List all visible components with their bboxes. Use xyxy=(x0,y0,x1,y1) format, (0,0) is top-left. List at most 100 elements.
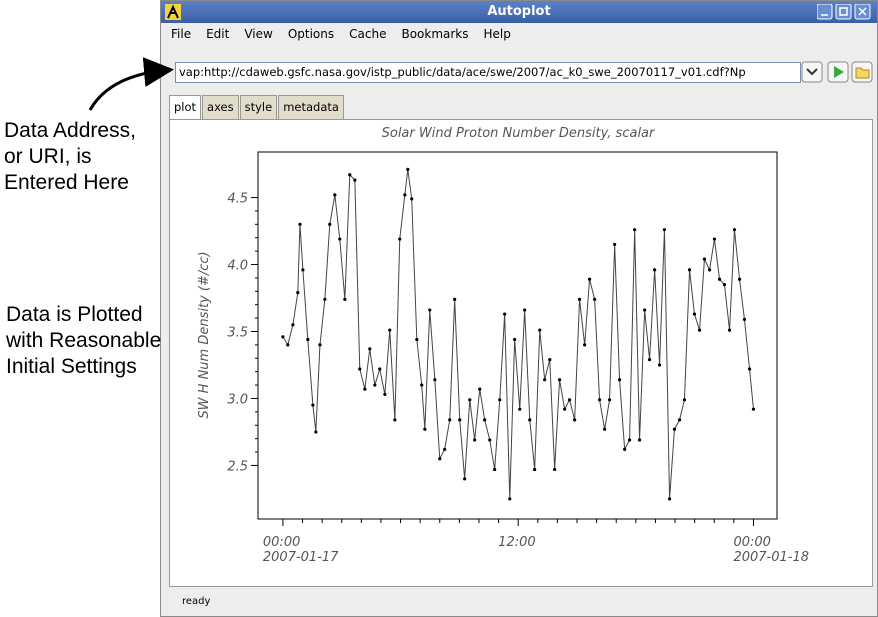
status-bar: ready xyxy=(182,596,211,607)
data-point xyxy=(281,335,285,339)
data-point xyxy=(538,328,542,332)
data-point xyxy=(528,418,532,422)
data-point xyxy=(503,312,507,316)
data-point xyxy=(378,367,382,371)
data-point xyxy=(406,167,410,172)
window-title: Autoplot xyxy=(487,4,551,19)
data-point xyxy=(732,228,737,232)
data-point xyxy=(323,297,327,301)
data-point xyxy=(508,497,512,501)
y-tick-label: 3.0 xyxy=(227,392,248,407)
uri-buttons[interactable] xyxy=(801,61,873,83)
data-point xyxy=(291,323,295,327)
tab[interactable]: metadata xyxy=(278,95,344,119)
annotation-line: with Reasonable xyxy=(6,329,162,352)
data-point xyxy=(353,178,357,182)
chart-title: Solar Wind Proton Number Density, scalar xyxy=(382,126,656,141)
y-tick-label: 3.5 xyxy=(227,325,248,340)
data-point xyxy=(742,317,747,322)
data-point xyxy=(712,237,717,241)
data-line xyxy=(282,169,754,499)
data-point xyxy=(587,277,592,281)
data-point xyxy=(358,367,362,371)
data-point xyxy=(518,407,522,411)
x-tick-label: 12:00 xyxy=(498,535,535,550)
tab[interactable]: style xyxy=(239,95,278,119)
data-point xyxy=(458,418,462,422)
x-tick-label: 00:00 xyxy=(263,535,300,550)
menu-item[interactable]: File xyxy=(171,27,192,41)
data-point xyxy=(737,277,742,281)
tab[interactable]: axes xyxy=(202,95,239,119)
data-point xyxy=(557,378,562,382)
data-point xyxy=(301,268,305,272)
data-point xyxy=(473,438,477,442)
y-tick-label: 4.5 xyxy=(227,192,248,207)
data-point xyxy=(410,197,414,201)
data-point xyxy=(428,308,432,312)
menu-item[interactable]: Edit xyxy=(206,27,230,41)
data-point xyxy=(702,257,707,261)
data-point xyxy=(647,358,652,362)
data-point xyxy=(657,363,662,367)
menu-item[interactable]: Cache xyxy=(349,27,387,41)
data-point xyxy=(523,308,527,312)
data-point xyxy=(583,343,587,347)
data-point xyxy=(328,222,332,226)
window-controls[interactable] xyxy=(817,4,873,20)
data-point xyxy=(563,407,567,411)
data-point xyxy=(373,383,377,387)
data-point xyxy=(286,343,290,347)
data-point xyxy=(388,328,392,332)
data-point xyxy=(423,427,427,431)
x-tick-label: 00:00 xyxy=(733,535,770,550)
plot-frame xyxy=(257,151,778,520)
menu-item[interactable]: Bookmarks xyxy=(401,27,469,41)
data-point xyxy=(438,457,442,461)
data-point xyxy=(692,312,697,316)
data-point xyxy=(318,343,322,347)
data-point xyxy=(498,398,502,402)
annotation-line: Entered Here xyxy=(4,171,129,194)
title-bar: Autoplot xyxy=(161,1,877,23)
data-point xyxy=(548,358,552,362)
annotation: Data Address, or URI, is Entered Here xyxy=(4,118,136,196)
plot-panel xyxy=(169,119,873,587)
menu-item[interactable]: Help xyxy=(483,27,511,41)
data-point xyxy=(553,467,557,472)
tab[interactable]: plot xyxy=(169,95,202,119)
data-point xyxy=(513,337,517,342)
menu-item[interactable]: Options xyxy=(287,27,335,41)
menu-item[interactable]: View xyxy=(244,27,273,41)
data-point xyxy=(707,268,712,272)
y-tick-label: 2.5 xyxy=(227,459,248,474)
data-point xyxy=(593,297,597,301)
data-point xyxy=(623,447,627,451)
x-tick-label: 2007-01-18 xyxy=(733,550,809,565)
data-point xyxy=(338,237,342,241)
data-point xyxy=(493,467,497,472)
annotation-arrow xyxy=(88,57,174,111)
data-point xyxy=(343,297,347,301)
y-tick-label: 4.0 xyxy=(227,259,248,274)
menu-bar: File Edit View Options Cache Bookmarks Help xyxy=(171,27,511,41)
data-point xyxy=(747,367,752,371)
uri-field[interactable]: vap:http://cdaweb.gsfc.nasa.gov/istp_pub… xyxy=(175,62,801,83)
data-point xyxy=(363,387,367,391)
data-point xyxy=(662,228,667,232)
data-point xyxy=(488,438,492,442)
data-point xyxy=(653,268,657,272)
annotation-line: or URI, is xyxy=(4,145,92,168)
annotation-line: Data Address, xyxy=(4,119,136,142)
data-point xyxy=(348,173,352,177)
data-point xyxy=(398,237,402,241)
annotation-line: Data is Plotted xyxy=(6,303,143,326)
y-axis-label: SW H Num Density (#/cc) xyxy=(197,251,212,418)
data-point xyxy=(573,418,577,422)
data-point xyxy=(667,497,672,501)
data-point xyxy=(597,398,602,402)
data-point xyxy=(617,378,622,382)
data-point xyxy=(383,392,387,397)
